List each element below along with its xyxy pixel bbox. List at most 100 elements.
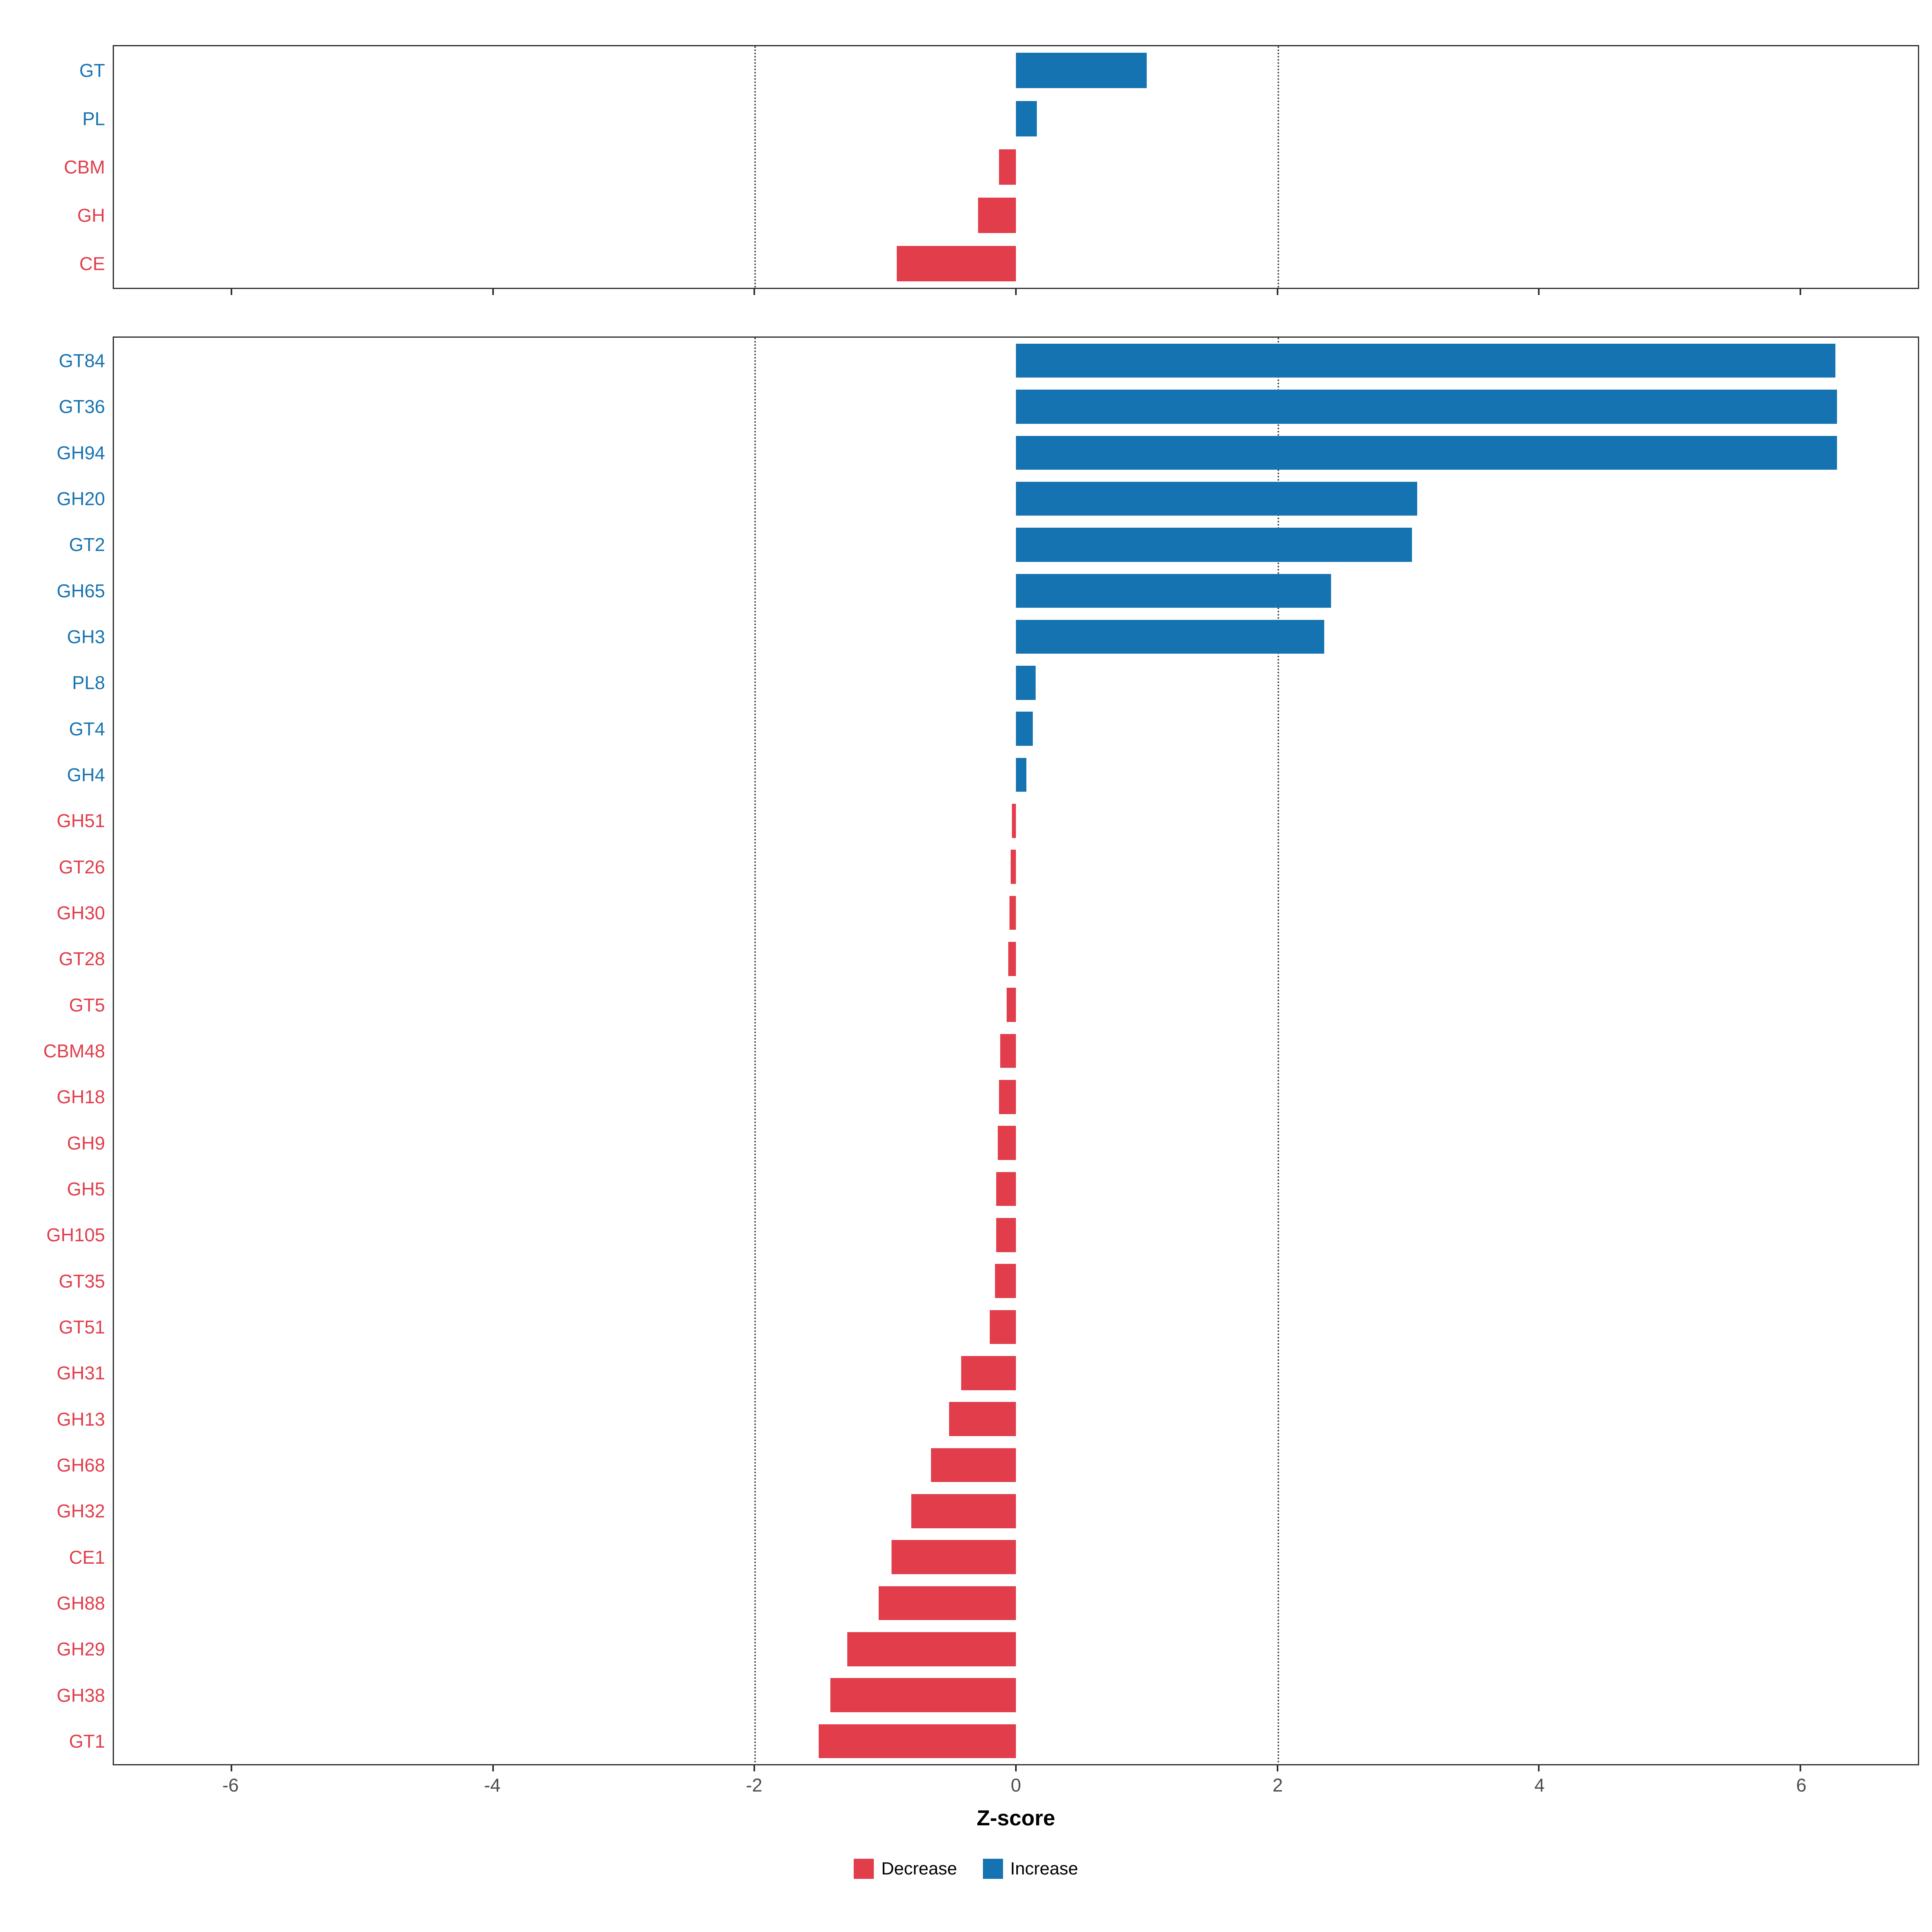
bar-GT35: [995, 1264, 1016, 1298]
bar-GH3: [1016, 619, 1325, 654]
bar-GT84: [1016, 343, 1836, 378]
y-axis-label: GH31: [56, 1362, 105, 1384]
bar-GH105: [996, 1218, 1016, 1252]
bar-CE1: [892, 1540, 1016, 1574]
bar-row: GT2: [69, 522, 1918, 568]
x-axis-tick-mark: [1538, 1764, 1540, 1771]
bar-GT51: [990, 1310, 1016, 1344]
y-axis-label: GH5: [67, 1179, 105, 1200]
bar-GT: [1016, 52, 1147, 89]
bar-GH88: [878, 1586, 1016, 1620]
y-axis-label: GH29: [56, 1639, 105, 1660]
bar-GH31: [961, 1356, 1016, 1390]
x-tick-label: -6: [222, 1775, 239, 1796]
panel-cazyme-classes: GT PL CBM GH CE: [64, 45, 1919, 295]
bar-row: GH30: [57, 890, 1918, 936]
bar-row: GH105: [46, 1212, 1918, 1258]
bar-GH: [978, 197, 1016, 233]
bar-row: GH29: [57, 1626, 1918, 1672]
y-axis-label: CE: [79, 253, 105, 274]
bar-GT2: [1016, 528, 1412, 562]
x-axis-tick-mark: [1799, 288, 1801, 295]
y-axis-label: GT2: [69, 534, 105, 555]
y-axis-label: GH4: [67, 764, 105, 786]
x-tick-label: 4: [1534, 1775, 1545, 1796]
bar-GT4: [1016, 712, 1033, 746]
bar-CBM: [999, 149, 1016, 185]
bar-row: CBM: [64, 143, 1918, 191]
bar-row: GT28: [59, 936, 1918, 982]
bar-row: GH51: [57, 798, 1918, 844]
bar-GT28: [1008, 942, 1016, 976]
bar-CE: [897, 246, 1016, 282]
y-axis-label: GH18: [56, 1086, 105, 1108]
bar-row: GH31: [57, 1350, 1918, 1396]
y-axis-label: GH32: [56, 1501, 105, 1522]
y-axis-label: GT26: [58, 856, 105, 877]
x-axis-title: Z-score: [976, 1806, 1055, 1830]
bar-row: GH94: [57, 430, 1918, 476]
y-axis-label: GH94: [56, 442, 105, 463]
bar-GH32: [911, 1494, 1016, 1528]
y-axis-label: PL: [82, 108, 105, 129]
y-axis-label: GH: [77, 205, 105, 226]
bar-row: GT1: [69, 1718, 1918, 1764]
y-axis-label: CBM: [64, 157, 105, 178]
bar-row: GT36: [59, 384, 1918, 429]
legend-label: Increase: [1010, 1859, 1078, 1878]
dotted-gridline: [1277, 338, 1279, 1764]
y-axis-label: GT5: [69, 994, 105, 1016]
bar-PL8: [1016, 666, 1036, 700]
bar-rows: GT PL CBM GH CE: [64, 46, 1918, 288]
x-axis-tick-mark: [231, 288, 233, 295]
y-axis-label: GH105: [46, 1224, 105, 1246]
y-axis-label: GH20: [56, 488, 105, 510]
bar-GH4: [1016, 758, 1026, 792]
bar-row: GT4: [69, 706, 1918, 752]
legend-label: Decrease: [881, 1859, 957, 1878]
legend-key-decrease: [854, 1859, 874, 1879]
bar-row: GH: [77, 191, 1918, 239]
dotted-gridline: [754, 46, 756, 288]
bar-GH20: [1016, 481, 1418, 516]
y-axis-label: GT: [79, 60, 105, 81]
bar-row: PL8: [72, 660, 1918, 706]
x-axis-labels: -6 -4 -2 0 2 4 6: [113, 1776, 1919, 1800]
bar-GH18: [999, 1080, 1016, 1114]
bar-row: GH20: [57, 476, 1918, 522]
legend-item-decrease: Decrease: [854, 1859, 957, 1879]
dotted-gridline: [1277, 46, 1279, 288]
bar-row: GH65: [57, 568, 1918, 614]
y-axis-label: PL8: [72, 672, 105, 694]
bar-row: GT5: [69, 982, 1918, 1028]
bar-row: GT35: [59, 1258, 1918, 1304]
bar-GT26: [1011, 850, 1016, 884]
bar-row: GT51: [59, 1304, 1918, 1350]
y-axis-label: GT51: [58, 1317, 105, 1338]
bar-GH29: [847, 1632, 1016, 1666]
x-axis-tick-mark: [753, 288, 755, 295]
x-tick-label: 2: [1272, 1775, 1283, 1796]
bar-row: GT: [79, 46, 1918, 95]
y-axis-label: GH38: [56, 1684, 105, 1706]
x-tick-label: 0: [1011, 1775, 1021, 1796]
bar-row: GH5: [67, 1166, 1918, 1212]
y-axis-label: GT35: [58, 1270, 105, 1292]
x-axis-tick-mark: [492, 288, 494, 295]
bar-row: CE1: [69, 1534, 1918, 1580]
bar-GH94: [1016, 436, 1837, 470]
bar-row: GH3: [67, 614, 1918, 660]
dotted-gridline: [754, 338, 756, 1764]
bar-GH5: [996, 1172, 1016, 1206]
legend-item-increase: Increase: [983, 1859, 1078, 1879]
bar-row: GH68: [57, 1442, 1918, 1488]
y-axis-label: GH65: [56, 580, 105, 601]
bar-GH30: [1009, 896, 1016, 930]
bar-GH65: [1016, 574, 1331, 608]
bar-rows: GT84 GT36 GH94 GH20 GT2 GH65 GH3 PL8 GT4 GH4 GH51 G…: [43, 338, 1918, 1764]
bar-row: GH4: [67, 752, 1918, 798]
y-axis-label: GH3: [67, 626, 105, 648]
bar-GH9: [997, 1126, 1016, 1160]
bar-GH68: [931, 1448, 1016, 1482]
